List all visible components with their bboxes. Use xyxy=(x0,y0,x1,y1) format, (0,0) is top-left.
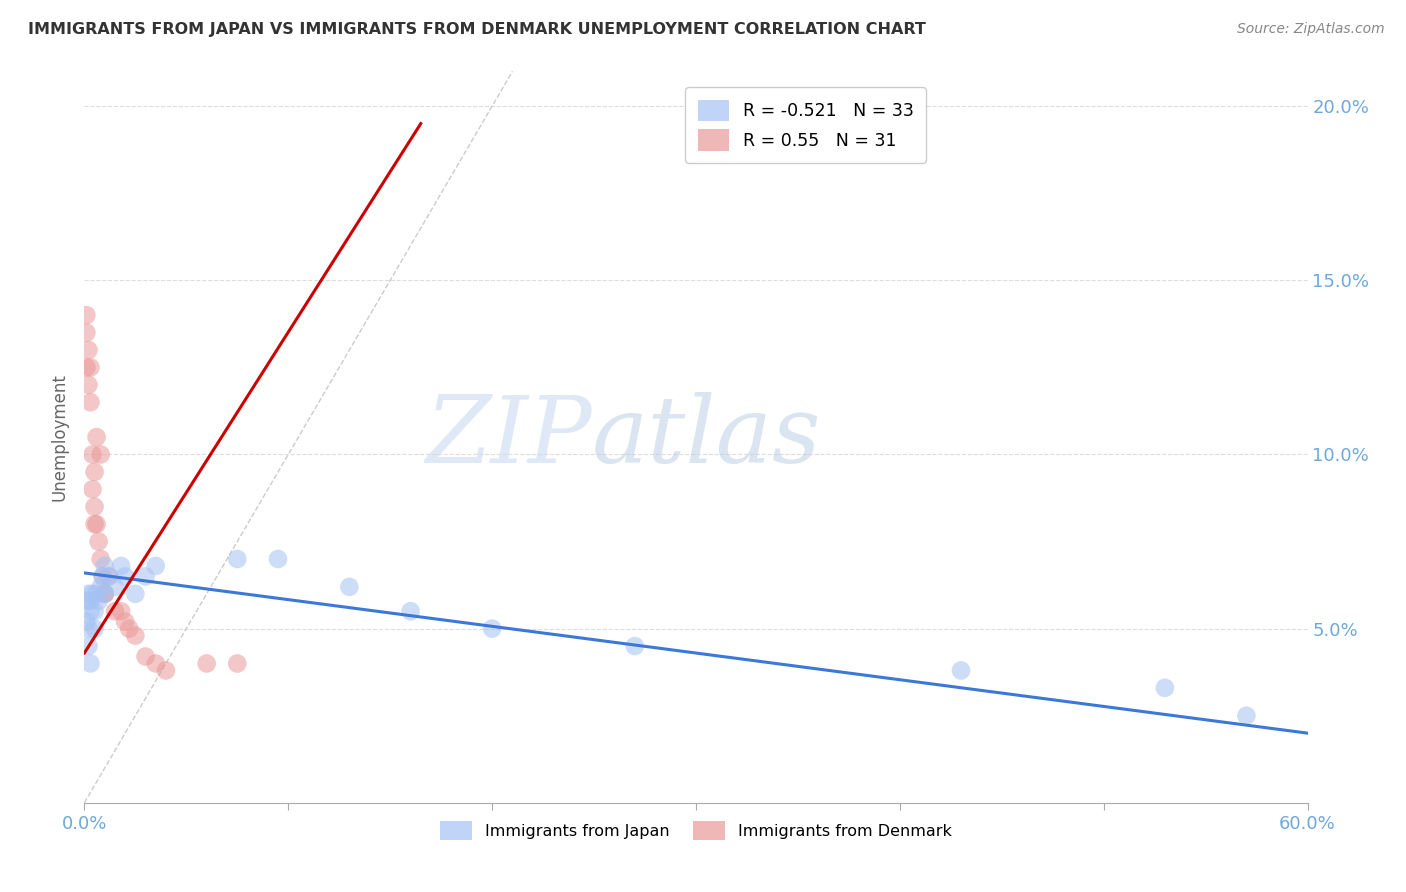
Point xyxy=(83,465,105,479)
Point xyxy=(90,552,112,566)
Point xyxy=(83,622,105,636)
Point xyxy=(86,587,108,601)
Point xyxy=(87,594,110,608)
Point xyxy=(339,580,361,594)
Point xyxy=(145,558,167,573)
Point xyxy=(91,569,114,583)
Point xyxy=(77,587,100,601)
Point xyxy=(399,604,422,618)
Point xyxy=(79,360,101,375)
Point xyxy=(82,448,104,462)
Point xyxy=(110,558,132,573)
Point xyxy=(83,517,105,532)
Point xyxy=(77,343,100,357)
Point xyxy=(97,569,120,583)
Point xyxy=(1154,681,1177,695)
Point xyxy=(83,604,105,618)
Point xyxy=(118,622,141,636)
Point xyxy=(77,622,100,636)
Point xyxy=(97,569,120,583)
Text: IMMIGRANTS FROM JAPAN VS IMMIGRANTS FROM DENMARK UNEMPLOYMENT CORRELATION CHART: IMMIGRANTS FROM JAPAN VS IMMIGRANTS FROM… xyxy=(28,22,927,37)
Point xyxy=(226,657,249,671)
Point xyxy=(86,430,108,444)
Point xyxy=(77,377,100,392)
Point xyxy=(114,569,136,583)
Point xyxy=(79,594,101,608)
Point xyxy=(86,517,108,532)
Point xyxy=(82,587,104,601)
Point xyxy=(90,448,112,462)
Point xyxy=(1236,708,1258,723)
Point xyxy=(104,580,127,594)
Point xyxy=(481,622,503,636)
Point xyxy=(91,569,114,583)
Point xyxy=(195,657,218,671)
Point xyxy=(624,639,647,653)
Point xyxy=(145,657,167,671)
Point xyxy=(104,604,127,618)
Point xyxy=(110,604,132,618)
Point xyxy=(93,558,115,573)
Point xyxy=(90,580,112,594)
Y-axis label: Unemployment: Unemployment xyxy=(51,373,69,501)
Point xyxy=(93,587,115,601)
Point xyxy=(75,326,97,340)
Point xyxy=(79,395,101,409)
Point xyxy=(83,500,105,514)
Point xyxy=(82,483,104,497)
Point xyxy=(75,615,97,629)
Point xyxy=(124,629,146,643)
Point xyxy=(75,594,97,608)
Point xyxy=(75,360,97,375)
Point xyxy=(124,587,146,601)
Point xyxy=(267,552,290,566)
Point xyxy=(155,664,177,678)
Point xyxy=(114,615,136,629)
Text: ZIP: ZIP xyxy=(426,392,592,482)
Point xyxy=(135,649,157,664)
Text: atlas: atlas xyxy=(592,392,821,482)
Point xyxy=(135,569,157,583)
Point xyxy=(87,534,110,549)
Point xyxy=(950,664,973,678)
Point xyxy=(77,639,100,653)
Point xyxy=(93,587,115,601)
Text: Source: ZipAtlas.com: Source: ZipAtlas.com xyxy=(1237,22,1385,37)
Point xyxy=(75,308,97,322)
Point xyxy=(79,657,101,671)
Point xyxy=(93,587,115,601)
Point xyxy=(79,604,101,618)
Legend: Immigrants from Japan, Immigrants from Denmark: Immigrants from Japan, Immigrants from D… xyxy=(433,814,959,846)
Point xyxy=(226,552,249,566)
